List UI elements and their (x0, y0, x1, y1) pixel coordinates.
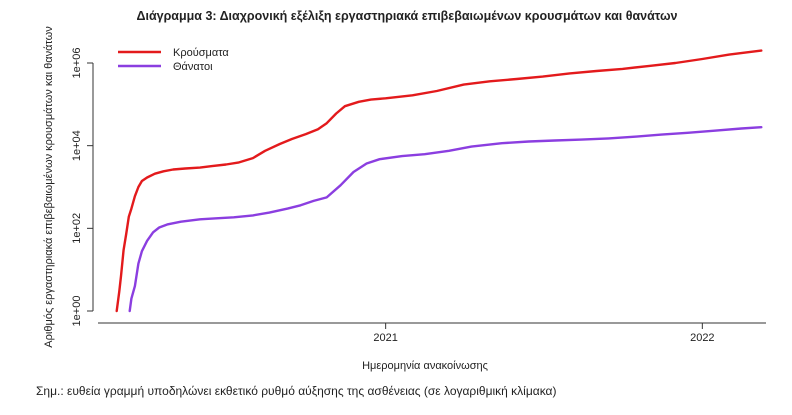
series-line-deaths (128, 126, 763, 313)
line-chart: Διάγραμμα 3: Διαχρονική εξέλιξη εργαστηρ… (43, 9, 766, 372)
x-tick-label: 2022 (690, 332, 714, 344)
y-axis-label: Αριθμός εργαστηριακά επιβεβαιωμένων κρου… (43, 26, 55, 348)
x-axis-label: Ημερομηνία ανακοίνωσης (362, 360, 488, 372)
y-tick-label: 1e+06 (71, 48, 83, 79)
y-tick-label: 1e+04 (71, 130, 83, 161)
footnote: Σημ.: ευθεία γραμμή υποδηλώνει εκθετικό … (36, 384, 557, 398)
chart-title: Διάγραμμα 3: Διαχρονική εξέλιξη εργαστηρ… (136, 9, 677, 23)
axes: 1e+00 1e+02 1e+04 1e+06 2021 2022 (71, 48, 766, 344)
legend-label: Θάνατοι (173, 61, 213, 73)
y-tick-label: 1e+00 (71, 296, 83, 327)
legend-label: Κρούσματα (173, 47, 229, 59)
legend: Κρούσματα Θάνατοι (118, 47, 229, 73)
series-line-cases (115, 49, 763, 313)
x-tick-label: 2021 (373, 332, 397, 344)
series-layer (115, 49, 763, 313)
y-tick-label: 1e+02 (71, 213, 83, 244)
